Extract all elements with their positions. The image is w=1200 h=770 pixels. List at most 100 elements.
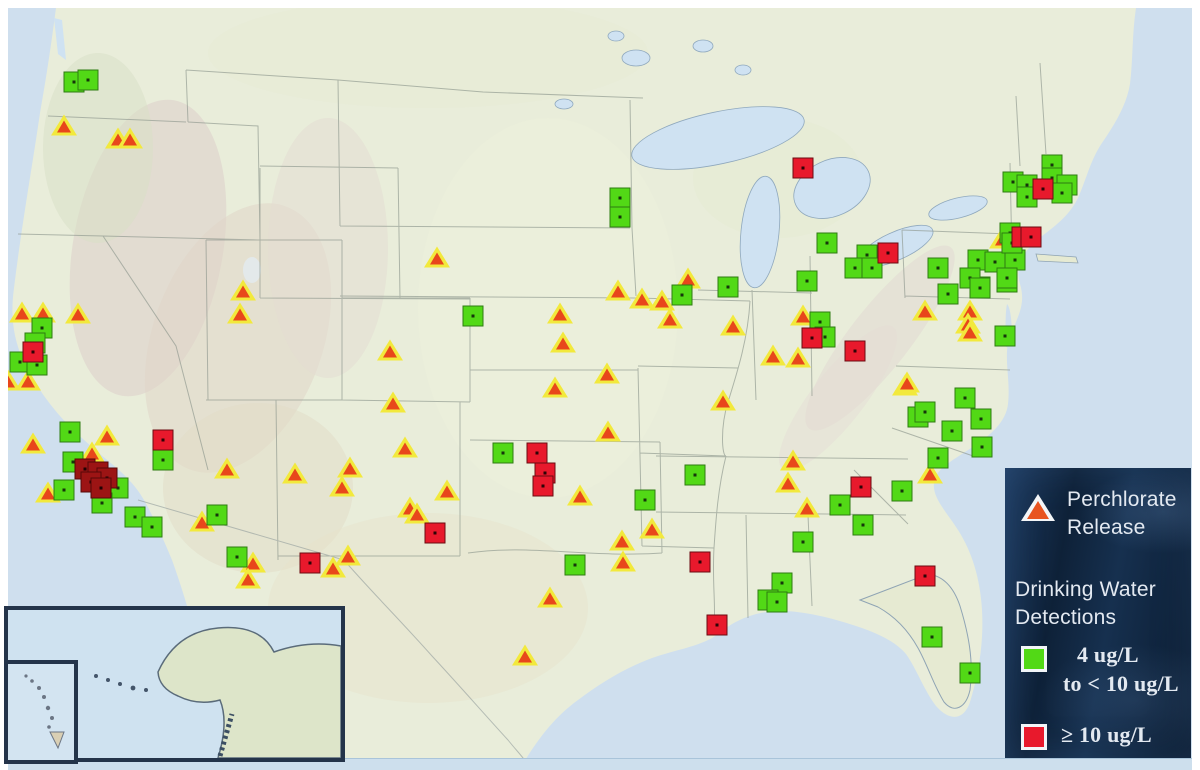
detection-10plus-marker xyxy=(152,429,174,451)
perchlorate-release-marker xyxy=(329,475,355,497)
perchlorate-release-marker xyxy=(550,331,576,353)
perchlorate-release-marker xyxy=(595,420,621,442)
perchlorate-release-marker xyxy=(609,529,635,551)
detection-4-10-marker xyxy=(937,283,959,305)
perchlorate-release-marker xyxy=(424,246,450,268)
green-square-icon xyxy=(1021,646,1047,672)
perchlorate-release-marker xyxy=(605,279,631,301)
detection-4-10-marker xyxy=(796,270,818,292)
detection-4-10-marker xyxy=(829,494,851,516)
legend: Perchlorate Release Drinking Water Detec… xyxy=(1005,468,1191,758)
detection-10plus-marker xyxy=(706,614,728,636)
detection-4-10-marker xyxy=(634,489,656,511)
detection-10plus-marker xyxy=(1020,226,1042,248)
detection-4-10-marker xyxy=(996,267,1018,289)
perchlorate-release-marker xyxy=(392,436,418,458)
detection-10plus-marker xyxy=(844,340,866,362)
perchlorate-release-marker xyxy=(537,586,563,608)
perchlorate-label: Perchlorate Release xyxy=(1067,488,1177,539)
perchlorate-release-marker xyxy=(594,362,620,384)
detection-4-10-marker xyxy=(941,420,963,442)
detection-10plus-marker xyxy=(850,476,872,498)
detection-10plus-cluster-marker xyxy=(90,477,112,499)
perchlorate-release-marker xyxy=(65,302,91,324)
us-map xyxy=(8,8,1192,762)
detections-title: Drinking Water Detections xyxy=(1015,578,1156,629)
perchlorate-triangle-icon xyxy=(1021,494,1055,521)
perchlorate-release-marker xyxy=(230,279,256,301)
perchlorate-release-marker xyxy=(20,432,46,454)
detection-4-10-marker xyxy=(152,449,174,471)
detection-4-10-marker xyxy=(971,436,993,458)
detection-4-10-marker xyxy=(684,464,706,486)
terrain-basemap xyxy=(8,8,1192,762)
perchlorate-release-marker xyxy=(639,517,665,539)
detection-4-10-marker xyxy=(816,232,838,254)
detection-4-10-marker xyxy=(671,284,693,306)
perchlorate-release-marker xyxy=(227,302,253,324)
perchlorate-release-marker xyxy=(629,287,655,309)
hawaii-map xyxy=(24,674,65,750)
detection-10plus-marker xyxy=(801,327,823,349)
perchlorate-release-marker xyxy=(51,114,77,136)
detection-4-10-marker xyxy=(766,591,788,613)
detection-4-10-marker xyxy=(792,531,814,553)
detection-4-10-marker xyxy=(462,305,484,327)
perchlorate-release-marker xyxy=(894,371,920,393)
detection-10plus-marker xyxy=(792,157,814,179)
detection-4-10-marker xyxy=(564,554,586,576)
perchlorate-release-marker xyxy=(547,302,573,324)
detection-4-10-marker xyxy=(53,479,75,501)
detection-4-10-marker xyxy=(959,662,981,684)
perchlorate-release-marker xyxy=(912,299,938,321)
perchlorate-release-marker xyxy=(760,344,786,366)
detection-10plus-marker xyxy=(914,565,936,587)
detection-10plus-marker xyxy=(526,442,548,464)
red-range-label: ≥ 10 ug/L xyxy=(1061,722,1152,747)
perchlorate-release-marker xyxy=(610,550,636,572)
detection-4-10-marker xyxy=(927,257,949,279)
detection-4-10-marker xyxy=(609,187,631,209)
detection-10plus-marker xyxy=(689,551,711,573)
detection-4-10-marker xyxy=(59,421,81,443)
detection-4-10-marker xyxy=(492,442,514,464)
perchlorate-release-marker xyxy=(775,471,801,493)
marker-layer xyxy=(8,8,1192,762)
long-island xyxy=(1035,253,1079,264)
perchlorate-release-marker xyxy=(512,644,538,666)
perchlorate-release-marker xyxy=(94,424,120,446)
alaska-inset xyxy=(4,606,345,764)
florida-peninsula xyxy=(858,573,972,709)
perchlorate-release-marker xyxy=(542,376,568,398)
detection-4-10-marker xyxy=(927,447,949,469)
detection-4-10-marker xyxy=(970,408,992,430)
detection-4-10-marker xyxy=(1051,182,1073,204)
state-borders xyxy=(17,62,1047,762)
detection-4-10-marker xyxy=(861,257,883,279)
perchlorate-release-marker xyxy=(720,314,746,336)
detection-4-10-marker xyxy=(852,514,874,536)
detection-10plus-marker xyxy=(877,242,899,264)
detection-10plus-marker xyxy=(1032,178,1054,200)
perchlorate-release-marker xyxy=(710,389,736,411)
perchlorate-release-marker xyxy=(567,484,593,506)
perchlorate-release-marker xyxy=(794,496,820,518)
perchlorate-release-marker xyxy=(657,307,683,329)
perchlorate-release-marker xyxy=(380,391,406,413)
pacific-ocean xyxy=(8,8,203,762)
red-square-icon xyxy=(1021,724,1047,750)
detection-4-10-marker xyxy=(609,206,631,228)
perchlorate-release-marker xyxy=(377,339,403,361)
detection-10plus-marker xyxy=(424,522,446,544)
puget-sound xyxy=(54,18,66,60)
hawaii-inset xyxy=(4,660,78,764)
perchlorate-release-marker xyxy=(785,346,811,368)
perchlorate-release-marker xyxy=(282,462,308,484)
perchlorate-release-marker xyxy=(780,449,806,471)
detection-4-10-marker xyxy=(921,626,943,648)
detection-10plus-marker xyxy=(22,341,44,363)
detection-4-10-marker xyxy=(717,276,739,298)
detection-4-10-marker xyxy=(141,516,163,538)
detection-4-10-marker xyxy=(226,546,248,568)
